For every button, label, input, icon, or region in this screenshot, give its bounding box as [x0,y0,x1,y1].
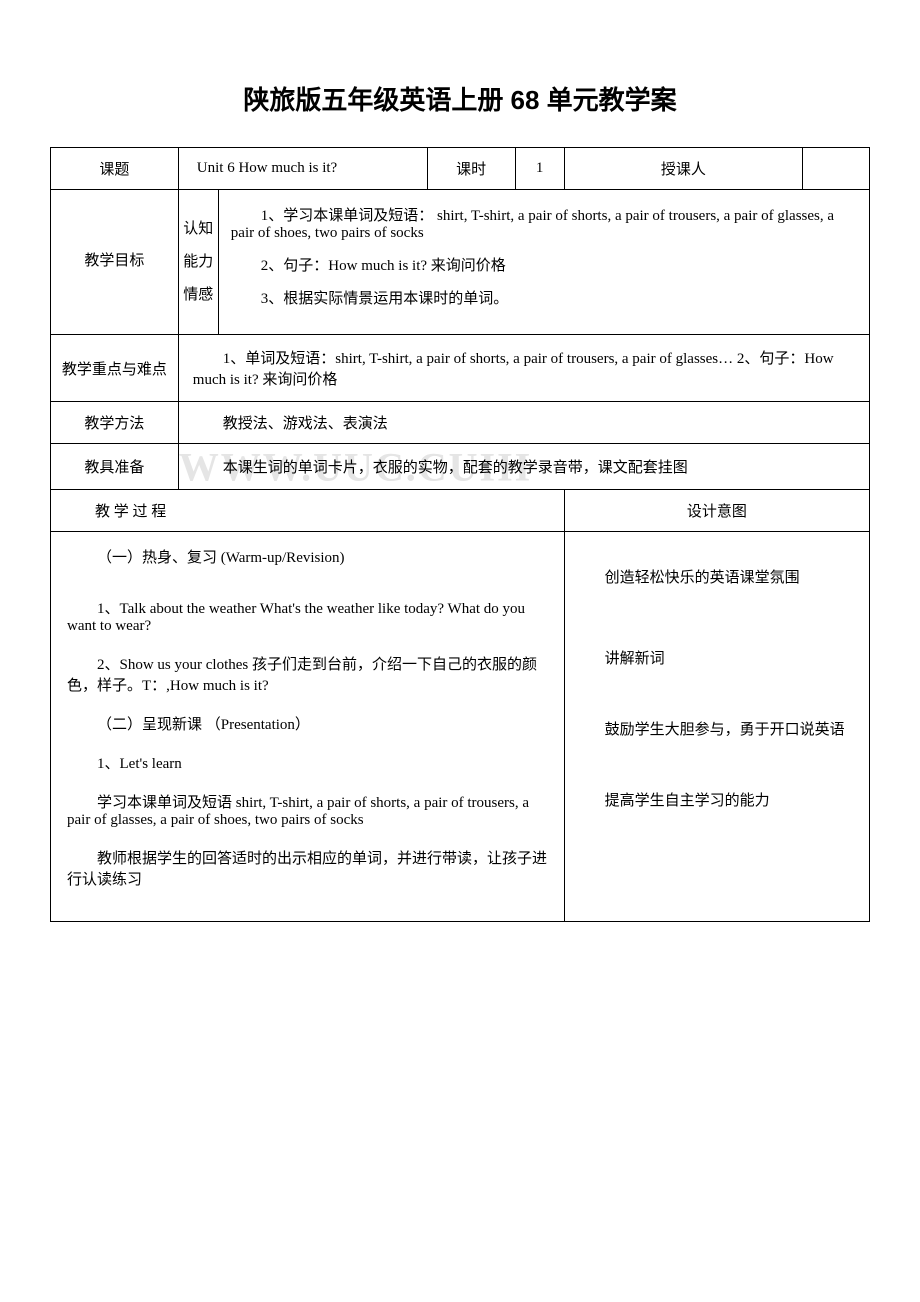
process-steps: （一）热身、复习 (Warm-up/Revision) 1、Talk about… [51,532,565,922]
process-left-label: 教 学 过 程 [51,490,565,532]
method-row: 教学方法 教授法、游戏法、表演法 [51,402,870,444]
objectives-content: 1、学习本课单词及短语： shirt, T-shirt, a pair of s… [218,190,869,335]
period-label: 课时 [427,148,515,190]
objectives-sublabels: 认知 能力 情感 [178,190,218,335]
process-intents: 创造轻松快乐的英语课堂氛围 讲解新词 鼓励学生大胆参与，勇于开口说英语 提高学生… [564,532,869,922]
objectives-label: 教学目标 [51,190,179,335]
materials-row: 教具准备 WWW.UUC.CUIII 本课生词的单词卡片，衣服的实物，配套的教学… [51,444,870,490]
page-title: 陕旅版五年级英语上册 68 单元教学案 [50,80,870,117]
process-header-row: 教 学 过 程 设计意图 [51,490,870,532]
objectives-row: 教学目标 认知 能力 情感 1、学习本课单词及短语： shirt, T-shir… [51,190,870,335]
topic-label: 课题 [51,148,179,190]
keypoints-row: 教学重点与难点 1、单词及短语：shirt, T-shirt, a pair o… [51,335,870,402]
teacher-value [803,148,870,190]
lesson-plan-table: 课题 Unit 6 How much is it? 课时 1 授课人 教学目标 … [50,147,870,922]
teacher-label: 授课人 [564,148,802,190]
keypoints-label: 教学重点与难点 [51,335,179,402]
keypoints-content: 1、单词及短语：shirt, T-shirt, a pair of shorts… [178,335,869,402]
materials-label: 教具准备 [51,444,179,490]
process-body-row: （一）热身、复习 (Warm-up/Revision) 1、Talk about… [51,532,870,922]
period-value: 1 [515,148,564,190]
process-right-label: 设计意图 [564,490,869,532]
header-row: 课题 Unit 6 How much is it? 课时 1 授课人 [51,148,870,190]
method-content: 教授法、游戏法、表演法 [178,402,869,444]
method-label: 教学方法 [51,402,179,444]
topic-value: Unit 6 How much is it? [178,148,427,190]
materials-content: WWW.UUC.CUIII 本课生词的单词卡片，衣服的实物，配套的教学录音带，课… [178,444,869,490]
